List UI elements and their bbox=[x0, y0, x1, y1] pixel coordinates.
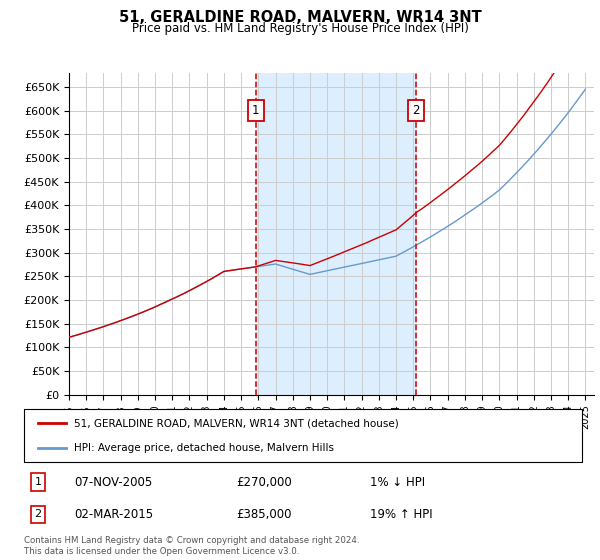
Text: £270,000: £270,000 bbox=[236, 475, 292, 488]
Text: 51, GERALDINE ROAD, MALVERN, WR14 3NT (detached house): 51, GERALDINE ROAD, MALVERN, WR14 3NT (d… bbox=[74, 418, 399, 428]
Text: 07-NOV-2005: 07-NOV-2005 bbox=[74, 475, 152, 488]
Text: 1: 1 bbox=[252, 104, 260, 117]
Text: 19% ↑ HPI: 19% ↑ HPI bbox=[370, 507, 433, 521]
Text: Contains HM Land Registry data © Crown copyright and database right 2024.
This d: Contains HM Land Registry data © Crown c… bbox=[24, 536, 359, 556]
Text: 51, GERALDINE ROAD, MALVERN, WR14 3NT: 51, GERALDINE ROAD, MALVERN, WR14 3NT bbox=[119, 10, 481, 25]
Bar bbox=[256, 73, 416, 395]
Text: 1% ↓ HPI: 1% ↓ HPI bbox=[370, 475, 425, 488]
FancyBboxPatch shape bbox=[24, 409, 582, 462]
Text: Price paid vs. HM Land Registry's House Price Index (HPI): Price paid vs. HM Land Registry's House … bbox=[131, 22, 469, 35]
Text: £385,000: £385,000 bbox=[236, 507, 292, 521]
Text: 2: 2 bbox=[412, 104, 420, 117]
Text: HPI: Average price, detached house, Malvern Hills: HPI: Average price, detached house, Malv… bbox=[74, 442, 334, 452]
Text: 2: 2 bbox=[34, 509, 41, 519]
Text: 02-MAR-2015: 02-MAR-2015 bbox=[74, 507, 154, 521]
Text: 1: 1 bbox=[34, 477, 41, 487]
